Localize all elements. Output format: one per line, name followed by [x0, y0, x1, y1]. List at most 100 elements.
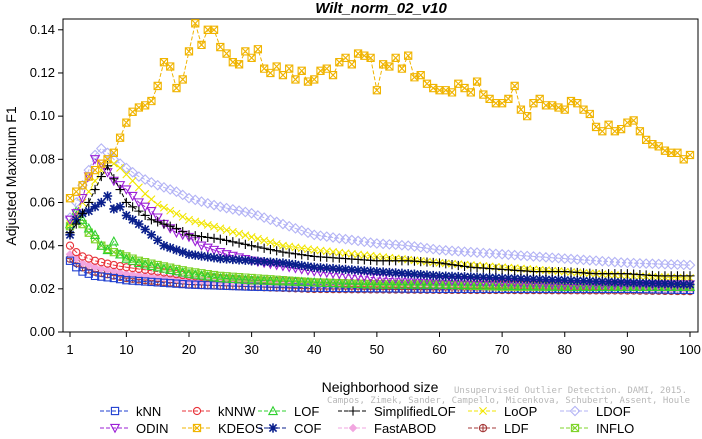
data-point: [171, 245, 182, 255]
data-point: [259, 243, 269, 253]
data-point: [603, 281, 614, 291]
data-point: [221, 202, 232, 214]
data-point: [265, 214, 276, 226]
data-point: [165, 273, 175, 283]
data-point: [427, 243, 439, 255]
data-point: [146, 206, 157, 217]
data-point: [310, 283, 319, 292]
data-point: [310, 245, 319, 254]
y-tick-label: 0.10: [30, 108, 55, 123]
data-point: [252, 275, 263, 285]
data-point: [172, 279, 181, 288]
data-point: [115, 184, 125, 195]
data-point: [109, 174, 119, 184]
data-point: [385, 62, 394, 71]
data-point: [409, 279, 420, 289]
data-point: [215, 234, 225, 244]
data-point: [90, 271, 100, 281]
legend-item-fastabod: FastABOD: [338, 421, 436, 436]
data-point: [122, 118, 131, 127]
data-point: [84, 206, 94, 216]
legend-item-odin: ODIN: [100, 421, 169, 436]
data-point: [203, 220, 212, 229]
data-point: [221, 254, 232, 264]
data-point: [240, 239, 250, 249]
data-point: [297, 250, 307, 260]
data-point: [153, 81, 162, 91]
data-point: [335, 248, 344, 257]
data-point: [635, 278, 645, 288]
data-point: [378, 267, 388, 277]
data-point: [109, 148, 118, 157]
data-point: [77, 208, 88, 218]
data-point: [247, 233, 256, 242]
data-point: [147, 96, 156, 106]
data-point: [109, 204, 119, 214]
data-point: [597, 276, 607, 287]
legend-marker: [109, 423, 121, 434]
data-point: [277, 275, 289, 286]
data-point: [328, 283, 338, 293]
data-point: [515, 280, 527, 291]
data-point: [316, 246, 325, 255]
data-point: [228, 237, 238, 247]
legend-label: ODIN: [136, 421, 169, 434]
data-point: [178, 227, 188, 237]
data-point: [384, 279, 395, 289]
data-point: [140, 259, 151, 269]
data-point: [96, 171, 106, 182]
legend-label: LoOP: [504, 404, 537, 419]
data-point: [178, 279, 187, 289]
x-tick-label: 40: [307, 342, 321, 357]
data-point: [159, 278, 169, 287]
data-point: [535, 274, 545, 284]
data-point: [84, 260, 94, 270]
y-tick-label: 0.02: [30, 281, 55, 296]
data-point: [146, 176, 157, 188]
data-point: [240, 274, 251, 284]
data-point: [685, 279, 695, 290]
data-point: [271, 275, 282, 286]
data-point: [190, 231, 200, 241]
data-point: [616, 277, 626, 287]
legend-item-loop: LoOP: [468, 404, 537, 419]
data-point: [459, 279, 470, 290]
data-point: [197, 219, 206, 228]
data-point: [603, 277, 614, 287]
data-point: [159, 273, 169, 282]
x-tick-label: 100: [679, 342, 701, 357]
data-point: [635, 127, 645, 136]
data-point: [260, 236, 269, 245]
series-cof: [65, 191, 695, 290]
data-point: [189, 194, 201, 206]
data-point: [272, 246, 282, 256]
data-point: [115, 274, 125, 284]
data-point: [227, 273, 238, 284]
data-point: [127, 191, 138, 202]
data-point: [147, 195, 156, 204]
data-point: [165, 264, 176, 274]
data-point: [246, 274, 257, 285]
data-point: [122, 276, 131, 285]
data-point: [453, 260, 463, 271]
data-point: [491, 273, 501, 283]
data-point: [90, 262, 100, 272]
legend-label: KDEOS: [218, 421, 264, 434]
data-point: [609, 281, 620, 291]
legend-marker: [479, 407, 487, 415]
data-point: [109, 273, 118, 283]
data-point: [115, 262, 125, 271]
legend-marker: [348, 406, 358, 416]
data-point: [272, 62, 281, 71]
data-point: [96, 197, 106, 208]
data-point: [415, 279, 426, 289]
data-point: [459, 272, 470, 282]
data-point: [127, 255, 138, 265]
data-point: [290, 223, 301, 234]
data-point: [321, 231, 333, 242]
data-point: [234, 238, 244, 248]
data-point: [128, 270, 137, 279]
data-point: [97, 264, 106, 273]
data-point: [384, 267, 394, 278]
